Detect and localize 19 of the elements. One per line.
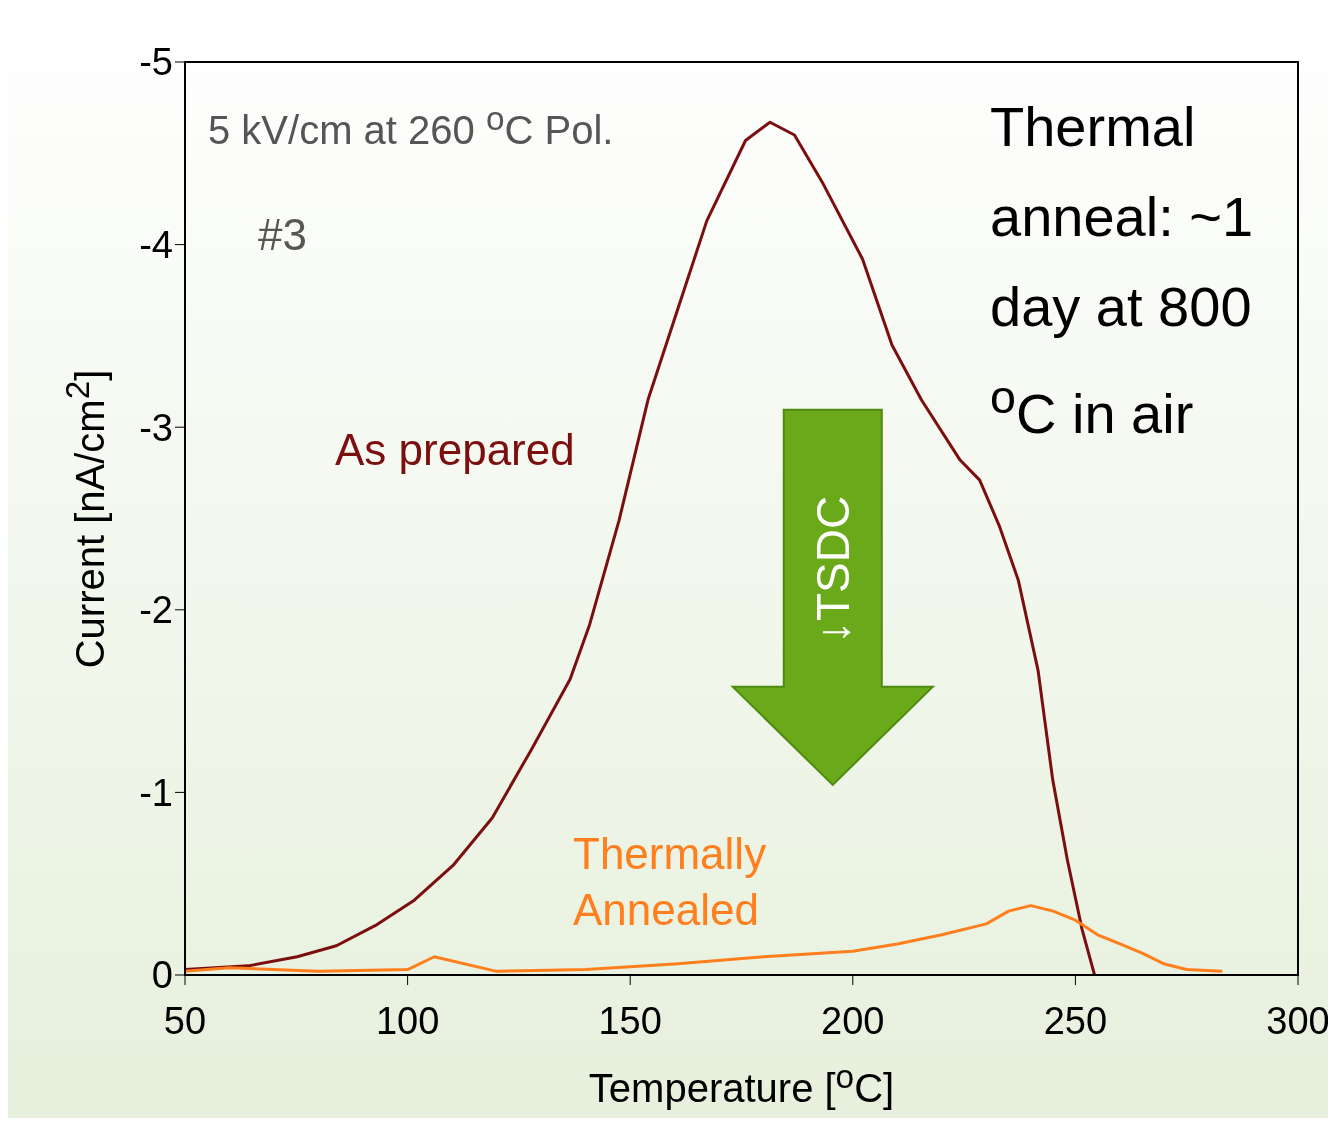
x-tick-label: 150	[598, 999, 662, 1042]
annotation: Thermal anneal: ~1 day at 800 $^{o}$C in air	[990, 94, 1255, 447]
x-tick-label: 300	[1266, 999, 1330, 1042]
y-tick-label: -2	[139, 589, 173, 632]
x-axis-title: Temperature [$^{o}$C]	[587, 1058, 896, 1112]
x-tick-label: 250	[1043, 999, 1108, 1042]
y-tick-label: -3	[139, 406, 173, 449]
y-tick-label: -4	[139, 224, 173, 267]
y-tick-label: -1	[139, 771, 173, 814]
series-label: Thermally Annealed	[573, 828, 768, 936]
x-tick-label: 50	[163, 999, 207, 1042]
x-tick-label: 200	[821, 999, 885, 1042]
annotation: ↓TSDC	[806, 495, 859, 644]
annotation: #3	[258, 210, 307, 260]
series-label: As prepared	[335, 425, 575, 475]
annotation: 5 kV/cm at 260 $^{o}$C Pol.	[208, 100, 614, 154]
y-tick-label: 0	[151, 954, 173, 997]
x-tick-label: 100	[375, 999, 440, 1042]
y-tick-label: -5	[139, 41, 173, 84]
